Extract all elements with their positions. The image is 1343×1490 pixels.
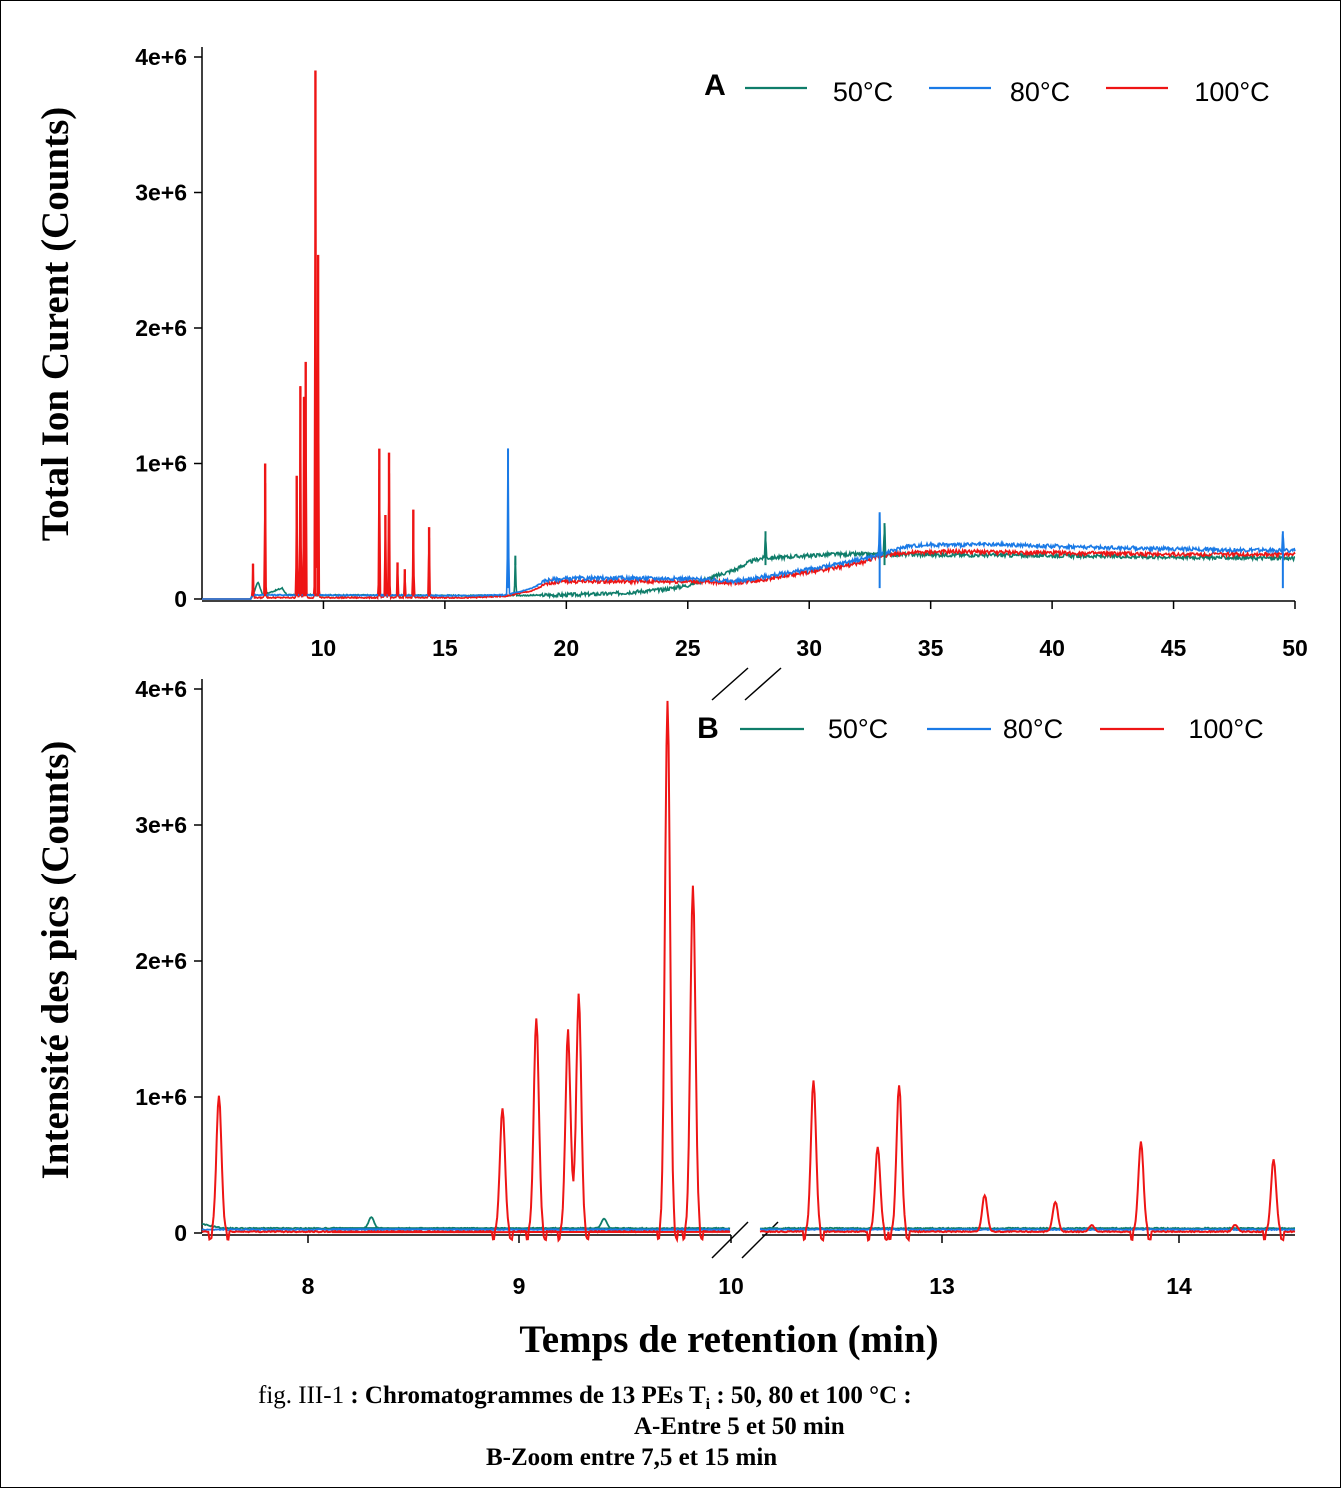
y-tick-label-b: 4e+6 <box>135 676 187 702</box>
panel-label-b: B <box>697 712 719 745</box>
figure-caption-line1: fig. III-1 : Chromatogrammes de 13 PEs T… <box>258 1382 912 1414</box>
series-line-a-1 <box>202 146 1296 601</box>
caption-subscript: i <box>705 1396 711 1413</box>
panel-a: 0 1e+6 2e+6 3e+6 4e+6 10 15 20 25 30 35 40 45 50 A 50°C… <box>135 44 1308 661</box>
x-tick-label-b: 10 <box>718 1273 744 1299</box>
caption-prefix: fig. III-1 <box>258 1382 345 1409</box>
x-tick-label-a: 35 <box>918 635 944 661</box>
x-axis-label: Temps de retention (min) <box>519 1318 938 1361</box>
legend-label-a: 80°C <box>1010 77 1070 107</box>
series-line-b-1-R <box>760 1227 1296 1232</box>
legend-a: A 50°C 80°C 100°C <box>704 69 1270 107</box>
x-tick-label-b: 14 <box>1166 1273 1192 1299</box>
y-tick-label-b: 3e+6 <box>135 812 187 838</box>
caption-title: : Chromatogrammes de 13 PEs T <box>350 1382 706 1409</box>
x-tick-label-a: 40 <box>1039 635 1065 661</box>
axis-break-mark <box>744 667 782 701</box>
legend-label-b: 80°C <box>1003 714 1063 744</box>
x-tick-label-a: 20 <box>554 635 580 661</box>
y-axis-label-b: Intensité des pics (Counts) <box>34 741 77 1180</box>
y-tick-label-a: 2e+6 <box>135 315 187 341</box>
panel-b: 0 1e+6 2e+6 3e+6 4e+6 8 9 10 13 14 B 50°C 80°C 100°C <box>135 667 1296 1299</box>
x-tick-label-a: 15 <box>432 635 458 661</box>
legend-b: B 50°C 80°C 100°C <box>697 712 1264 745</box>
x-tick-label-b: 8 <box>302 1273 315 1299</box>
y-tick-label-a: 0 <box>174 586 187 612</box>
x-tick-label-a: 45 <box>1161 635 1187 661</box>
axis-break-mark <box>711 1221 749 1259</box>
y-tick-label-a: 4e+6 <box>135 44 187 70</box>
axis-break-mark <box>711 667 749 701</box>
y-tick-label-a: 1e+6 <box>135 451 187 477</box>
caption-title-end: : 50, 80 et 100 °C : <box>716 1382 912 1409</box>
series-line-b-0-L <box>201 1216 731 1231</box>
y-tick-label-a: 3e+6 <box>135 180 187 206</box>
legend-label-a: 100°C <box>1194 77 1269 107</box>
figure-caption-line2: A-Entre 5 et 50 min <box>634 1413 845 1441</box>
y-axis-label-a: Total Ion Curent (Counts) <box>34 107 77 542</box>
y-tick-label-b: 2e+6 <box>135 948 187 974</box>
x-tick-label-b: 9 <box>513 1273 526 1299</box>
x-tick-label-b: 13 <box>929 1273 955 1299</box>
series-line-b-2-L <box>201 700 731 1244</box>
x-tick-label-a: 50 <box>1282 635 1308 661</box>
legend-label-a: 50°C <box>833 77 893 107</box>
caption-line2: A-Entre 5 et 50 min <box>634 1413 845 1440</box>
series-line-b-2-R <box>759 1080 1296 1243</box>
x-tick-label-a: 10 <box>311 635 337 661</box>
x-tick-label-a: 30 <box>796 635 822 661</box>
legend-label-b: 100°C <box>1188 714 1263 744</box>
series-line-a-2 <box>202 448 1296 600</box>
legend-label-b: 50°C <box>828 714 888 744</box>
x-tick-label-a: 25 <box>675 635 701 661</box>
y-tick-label-b: 1e+6 <box>135 1084 187 1110</box>
series-line-a-0 <box>202 526 1296 600</box>
y-tick-label-b: 0 <box>174 1220 187 1246</box>
y-axis-labels: Total Ion Curent (Counts) Intensité des … <box>34 107 77 1180</box>
figure-caption-line3: B-Zoom entre 7,5 et 15 min <box>486 1444 777 1472</box>
panel-label-a: A <box>704 69 726 102</box>
series-line-b-1-L <box>201 1227 731 1232</box>
caption-line3: B-Zoom entre 7,5 et 15 min <box>486 1444 778 1471</box>
